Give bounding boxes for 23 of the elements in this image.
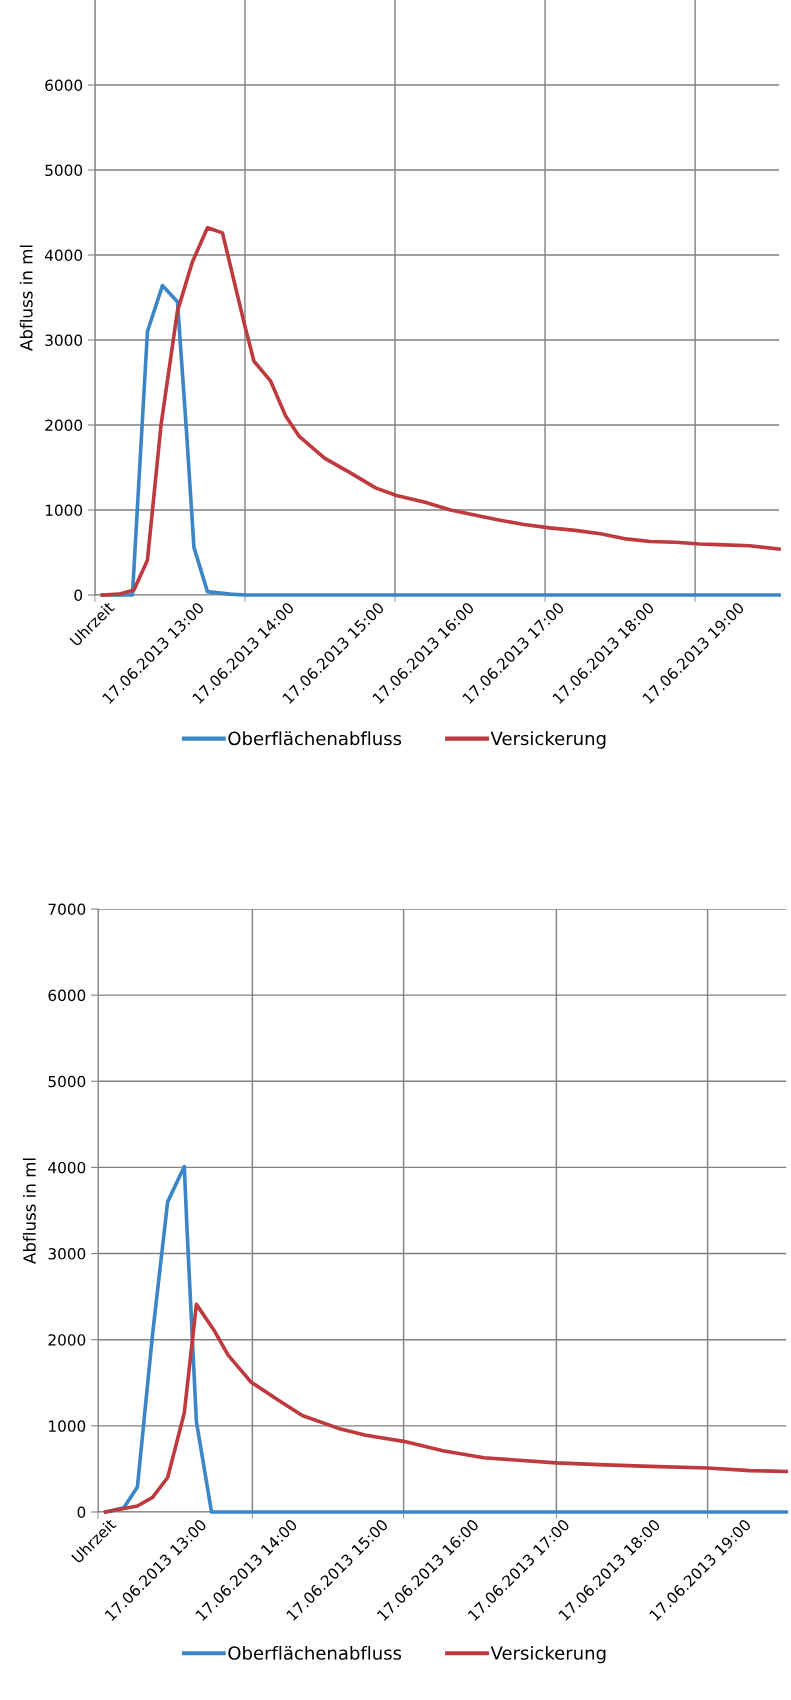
legend-label: Versickerung <box>490 1645 606 1664</box>
y-tick-label: 1000 <box>45 504 83 517</box>
y-tick-label: 2000 <box>45 419 83 432</box>
line-series <box>100 225 781 597</box>
y-tick-label: 3000 <box>45 334 83 347</box>
y-tick-label: 4000 <box>48 1161 86 1174</box>
y-axis-title: Abfluss in ml <box>19 245 33 351</box>
y-tick-label: 4000 <box>44 249 83 262</box>
y-axis-title: Abfluss in ml <box>22 1158 36 1264</box>
y-tick-label: 0 <box>77 1506 86 1518</box>
y-tick-label: 5000 <box>45 164 83 177</box>
y-tick-label: 2000 <box>48 1334 86 1346</box>
y-tick-label: 6000 <box>45 79 83 92</box>
y-tick-label: 7000 <box>48 903 86 916</box>
line-series <box>103 1302 789 1514</box>
y-tick-label: 0 <box>74 589 83 602</box>
y-tick-label: 6000 <box>48 989 86 1002</box>
y-tick-label: 5000 <box>48 1075 86 1088</box>
legend-label: Versickerung <box>490 731 606 749</box>
legend-label: Oberflächenabfluss <box>228 1645 402 1660</box>
legend-label: Oberflächenabfluss <box>228 731 402 746</box>
y-tick-label: 3000 <box>48 1248 86 1260</box>
y-tick-label: 1000 <box>49 1420 86 1432</box>
